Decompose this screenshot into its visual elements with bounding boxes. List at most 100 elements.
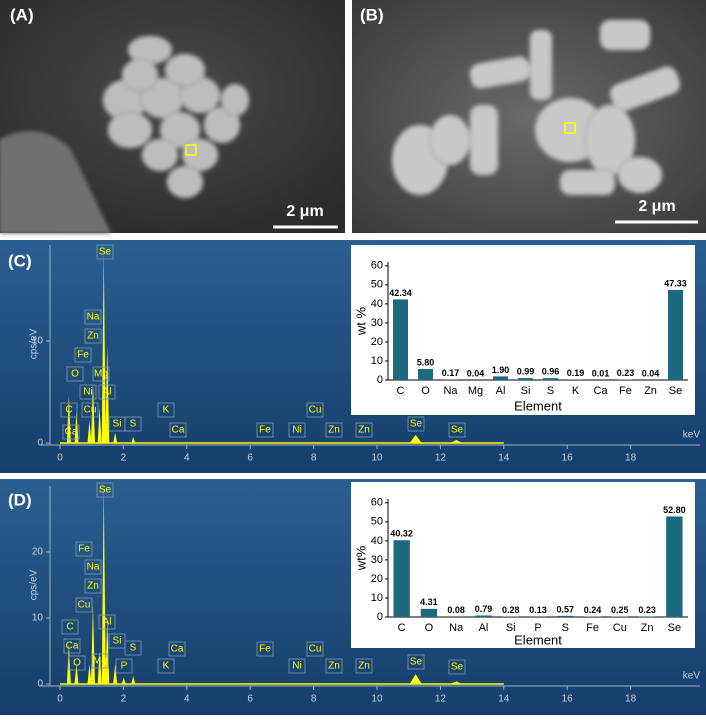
annotation: Si (113, 419, 122, 430)
value-label: 0.13 (529, 605, 547, 615)
y-axis-label: wt % (353, 306, 368, 336)
x-tick-label: 4 (184, 453, 190, 464)
x-tick-label: Al (479, 622, 489, 634)
bar (418, 369, 433, 380)
x-tick-label: 14 (498, 694, 510, 705)
value-label: 0.08 (447, 605, 465, 615)
annotation: P (121, 661, 128, 672)
value-label: 1.90 (492, 365, 510, 375)
x-tick-label: 12 (435, 694, 447, 705)
annotation: Fe (259, 425, 271, 436)
y-axis-label: cps/eV (29, 328, 40, 359)
annotation: K (163, 405, 170, 416)
x-tick-label: 18 (625, 453, 637, 464)
y-tick-label: 0 (377, 374, 383, 386)
y-tick-label: 10 (32, 613, 44, 624)
x-tick-label: Mg (468, 385, 483, 397)
x-tick-label: 2 (121, 453, 127, 464)
annotation: Si (113, 636, 122, 647)
y-axis-label: wt% (353, 545, 368, 571)
annotation: K (163, 661, 170, 672)
annotation: Ni (292, 425, 301, 436)
value-label: 0.19 (567, 368, 585, 378)
x-tick-label: Na (449, 622, 464, 634)
annotation: O (71, 369, 79, 380)
value-label: 4.31 (420, 597, 438, 607)
annotation: Fe (259, 644, 271, 655)
annotation: Se (410, 419, 423, 430)
annotation: Cu (309, 644, 322, 655)
x-tick-label: 12 (435, 453, 447, 464)
value-label: 0.57 (557, 604, 575, 614)
bar (421, 609, 437, 617)
value-label: 0.04 (467, 368, 485, 378)
value-label: 0.24 (584, 605, 602, 615)
annotation: Na (87, 562, 100, 573)
value-label: 5.80 (417, 357, 435, 367)
x-tick-label: 16 (562, 694, 574, 705)
annotation: Zn (358, 425, 370, 436)
x-tick-label: Se (668, 622, 681, 634)
x-tick-label: 0 (57, 453, 63, 464)
y-tick-label: 40 (371, 298, 383, 310)
annotation: O (73, 658, 81, 669)
x-axis-label: keV (683, 430, 701, 441)
x-tick-label: 18 (625, 694, 637, 705)
bar (393, 299, 408, 380)
annotation: C (65, 405, 72, 416)
x-tick-label: Zn (644, 385, 657, 397)
value-label: 0.79 (475, 604, 493, 614)
annotation: Zn (328, 661, 340, 672)
y-tick-label: 60 (371, 260, 383, 272)
x-tick-label: 0 (57, 694, 63, 705)
y-tick-label: 0 (377, 611, 383, 623)
annotation: Ca (172, 425, 185, 436)
annotation: Fe (77, 350, 89, 361)
value-label: 0.99 (517, 366, 535, 376)
x-tick-label: O (421, 385, 430, 397)
annotation: Ni (292, 661, 301, 672)
y-tick-label: 20 (371, 336, 383, 348)
value-label: 0.96 (542, 367, 560, 377)
x-tick-label: C (398, 622, 406, 634)
x-axis-label: keV (683, 671, 701, 682)
y-tick-label: 40 (371, 535, 383, 547)
annotation: Se (410, 657, 423, 668)
y-tick-label: 30 (371, 554, 383, 566)
x-tick-label: 8 (311, 694, 317, 705)
value-label: 0.23 (617, 368, 635, 378)
x-tick-label: Ca (593, 385, 608, 397)
x-tick-label: Zn (641, 622, 654, 634)
x-tick-label: Al (496, 385, 506, 397)
annotation: Zn (358, 661, 370, 672)
y-axis-label: cps/eV (29, 569, 40, 600)
value-label: 47.33 (664, 278, 687, 288)
y-tick-label: 0 (37, 438, 43, 449)
annotation: Na (87, 312, 100, 323)
annotation: Zn (87, 331, 99, 342)
x-tick-label: C (397, 385, 405, 397)
annotation: S (130, 419, 137, 430)
bar (557, 616, 573, 617)
x-tick-label: 10 (371, 453, 383, 464)
y-tick-label: 50 (371, 516, 383, 528)
bar (666, 517, 682, 617)
annotation: Se (99, 485, 112, 496)
value-label: 0.04 (642, 368, 660, 378)
annotation: Al (103, 617, 112, 628)
annotation: Se (451, 425, 464, 436)
x-tick-label: S (547, 385, 554, 397)
y-tick-label: 10 (371, 355, 383, 367)
y-tick-label: 20 (371, 573, 383, 585)
annotation: Ca (65, 427, 78, 438)
value-label: 0.01 (592, 368, 610, 378)
x-tick-label: 6 (247, 453, 253, 464)
value-label: 0.23 (638, 605, 656, 615)
annotation: Mg (94, 369, 108, 380)
y-tick-label: 60 (371, 497, 383, 509)
x-tick-label: 2 (121, 694, 127, 705)
annotation: Fe (78, 544, 90, 555)
x-tick-label: 6 (247, 694, 253, 705)
